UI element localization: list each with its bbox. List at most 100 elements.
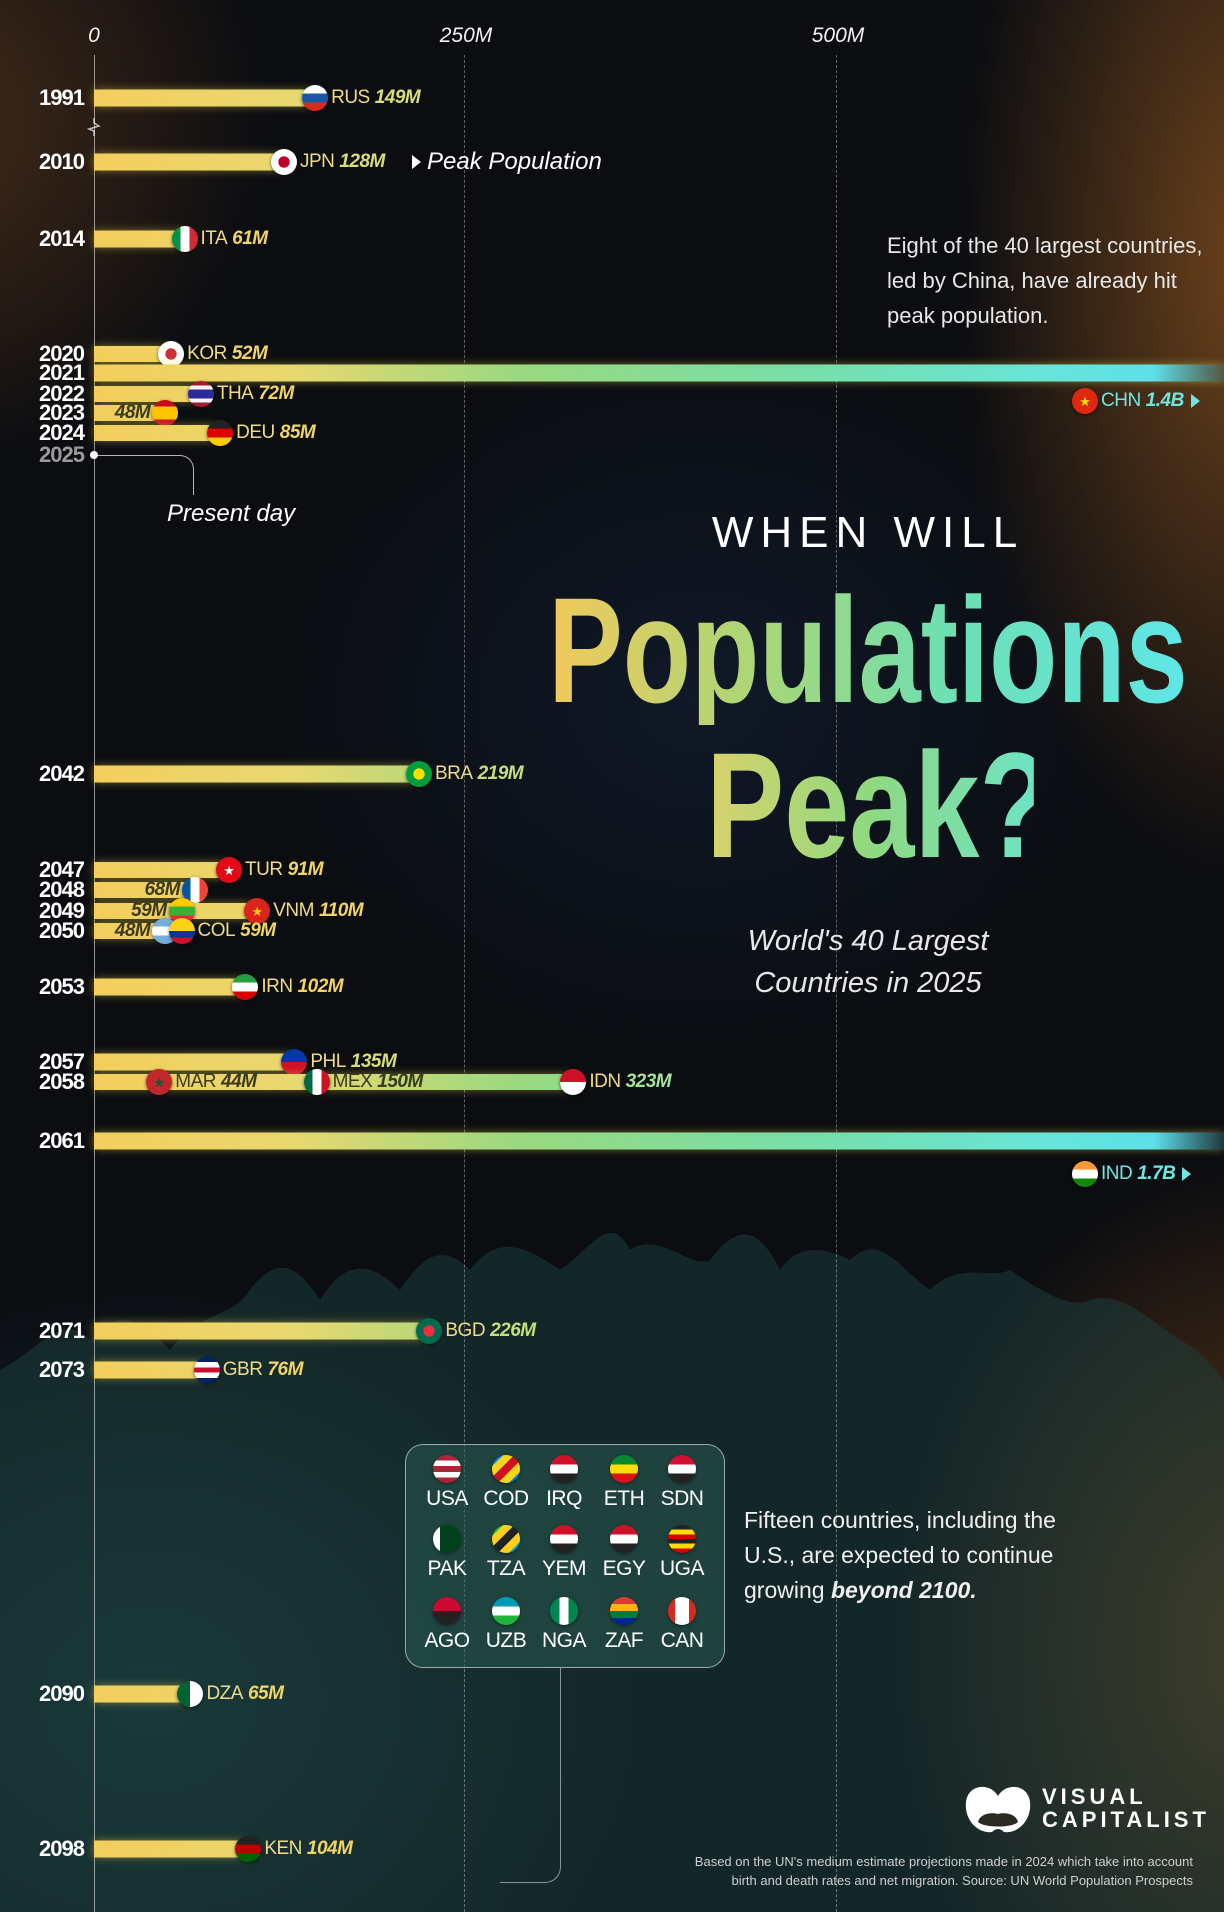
- country-value: 91M: [287, 859, 324, 880]
- country-code: JPN: [299, 151, 335, 172]
- country-label: RUS 149M: [331, 87, 421, 109]
- bar-2020: [94, 346, 172, 362]
- country-code: ITA: [200, 228, 228, 249]
- legend-country-code: UZB: [485, 1629, 527, 1652]
- country-value: 61M: [232, 228, 268, 249]
- logo-icon: [965, 1786, 1031, 1833]
- gbr-flag-icon: [193, 1357, 220, 1383]
- legend-connector: [500, 1668, 561, 1883]
- country-code: IRN: [261, 976, 293, 997]
- country-label: 48M: [115, 920, 151, 942]
- legend-country-code: SDN: [660, 1487, 704, 1510]
- kor-flag-icon: [158, 341, 185, 367]
- country-label: MAR 44M: [175, 1071, 257, 1093]
- year-label: 2050: [39, 918, 85, 943]
- country-code: BRA: [434, 763, 473, 784]
- irq-flag-icon: [550, 1455, 578, 1483]
- country-value: 59M: [240, 920, 276, 941]
- subtitle-line: World's 40 Largest: [747, 925, 989, 957]
- country-value: 1.4B: [1145, 390, 1185, 411]
- esp-flag-icon: [152, 400, 179, 426]
- subtitle: World's 40 Largest Countries in 2025: [668, 920, 1068, 1004]
- year-label: 2023: [39, 400, 85, 425]
- x-tick-label: 500M: [811, 24, 865, 47]
- x-tick-label: 250M: [439, 24, 493, 47]
- country-code: KOR: [187, 343, 227, 364]
- country-label: DZA 65M: [206, 1683, 283, 1705]
- footnote-line: birth and death rates and net migration.…: [731, 1873, 1193, 1888]
- country-value: 65M: [247, 1683, 284, 1704]
- country-value: 219M: [477, 763, 524, 784]
- bar-2090: [94, 1685, 191, 1703]
- present-day-connector: [94, 455, 194, 495]
- legend-country-code: YEM: [541, 1557, 587, 1580]
- country-value: 226M: [490, 1320, 536, 1341]
- dza-flag-icon: [177, 1681, 204, 1707]
- country-label: BGD 226M: [445, 1320, 536, 1342]
- triangle-right-icon: [1182, 1166, 1192, 1181]
- ken-flag-icon: [235, 1836, 262, 1862]
- bar-2023: [94, 405, 166, 421]
- present-day-label: Present day: [167, 500, 296, 527]
- year-label: 2047: [39, 857, 85, 882]
- legend-country-code: EGY: [602, 1557, 646, 1580]
- year-label: 2057: [39, 1049, 85, 1074]
- country-value: 44M: [221, 1071, 257, 1092]
- peaked-countries-note: Eight of the 40 largest countries, led b…: [887, 233, 1203, 328]
- country-code: PHL: [310, 1051, 346, 1072]
- title-peak: Peak?: [706, 721, 1051, 889]
- eth-flag-icon: [610, 1455, 638, 1483]
- country-code: MAR: [175, 1071, 217, 1092]
- country-code: RUS: [331, 87, 370, 108]
- country-label: KOR 52M: [187, 343, 268, 365]
- legend-country-code: USA: [426, 1487, 468, 1510]
- country-value: 72M: [258, 383, 294, 404]
- country-value: 48M: [114, 402, 151, 423]
- bar-2047: [94, 862, 230, 878]
- country-label: MEX 150M: [333, 1071, 424, 1093]
- year-label: 2073: [39, 1357, 85, 1382]
- country-code: IDN: [589, 1071, 621, 1092]
- country-label: GBR 76M: [223, 1359, 304, 1381]
- year-label: 2042: [39, 761, 85, 786]
- country-label: CHN 1.4B: [1101, 390, 1200, 412]
- country-value: 68M: [144, 879, 180, 900]
- year-label: 2025: [39, 442, 85, 467]
- country-label: COL 59M: [198, 920, 277, 942]
- year-label: 2020: [39, 341, 85, 366]
- rus-flag-icon: [302, 85, 329, 111]
- peak-population-label: Peak Population: [427, 148, 602, 175]
- tha-flag-icon: [187, 381, 214, 407]
- phl-flag-icon: [281, 1049, 308, 1075]
- bgd-flag-icon: [416, 1318, 443, 1344]
- mar-flag-icon: ★: [146, 1069, 173, 1095]
- bar-2057: [94, 1053, 295, 1071]
- jpn-flag-icon: [270, 149, 297, 175]
- gridline-500m: [836, 55, 837, 1912]
- bar-2053: [94, 978, 246, 996]
- ago-flag-icon: [433, 1597, 461, 1625]
- year-label: 2048: [39, 877, 85, 902]
- country-code: IND: [1101, 1163, 1133, 1184]
- egy-flag-icon: [610, 1525, 638, 1553]
- year-label: 2098: [39, 1836, 85, 1861]
- country-label: VNM 110M: [273, 900, 363, 922]
- bar-2058: [94, 1074, 574, 1090]
- country-label: DEU 85M: [236, 422, 316, 444]
- beyond-2100-note: Fifteen countries, including the U.S., a…: [744, 1503, 1084, 1608]
- country-label: BRA 219M: [434, 763, 524, 785]
- triangle-right-icon: [1190, 393, 1200, 408]
- gridline-250m: [464, 55, 465, 1912]
- col-flag-icon: [168, 918, 195, 944]
- uzb-flag-icon: [492, 1597, 520, 1625]
- country-value: 128M: [339, 151, 385, 172]
- legend-country-code: IRQ: [546, 1487, 582, 1510]
- bar-2048: [94, 882, 195, 898]
- year-label: 2071: [39, 1318, 85, 1343]
- legend-country-code: NGA: [541, 1629, 587, 1652]
- irn-flag-icon: [232, 974, 259, 1000]
- year-label: 2053: [39, 974, 85, 999]
- logo-line: CAPITALIST: [1042, 1807, 1210, 1832]
- note-emphasis: beyond 2100.: [830, 1577, 977, 1603]
- legend-country-code: ETH: [603, 1487, 645, 1510]
